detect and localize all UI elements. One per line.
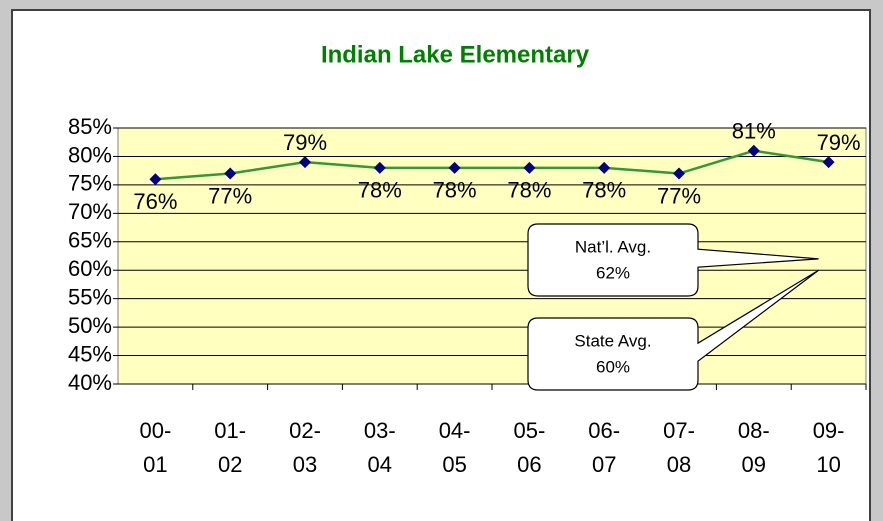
data-label: 79% (817, 130, 861, 155)
data-point (149, 173, 162, 186)
data-label: 76% (133, 189, 177, 214)
x-tick-line: 06 (517, 452, 541, 477)
x-tick-line: 08- (738, 418, 770, 443)
x-tick-line: 01 (143, 452, 167, 477)
callout-text: State Avg. (574, 331, 651, 350)
data-point (373, 161, 386, 174)
x-tick-line: 07- (663, 418, 695, 443)
x-tick-line: 01- (214, 418, 246, 443)
callout-value: 60% (596, 357, 630, 376)
callout (527, 269, 819, 391)
x-tick-label: 00-01 (140, 418, 172, 477)
x-tick-line: 10 (816, 452, 840, 477)
x-tick-label: 07-08 (663, 418, 695, 477)
x-tick-label: 08-09 (738, 418, 770, 477)
x-tick-label: 09-10 (813, 418, 845, 477)
data-point (673, 167, 685, 180)
x-tick-line: 04 (368, 452, 392, 477)
y-tick-label: 45% (68, 341, 112, 366)
data-point (448, 161, 461, 174)
data-point (224, 167, 237, 180)
x-tick-line: 03- (364, 418, 396, 443)
callout-value: 62% (596, 263, 630, 282)
y-tick-label: 70% (68, 199, 112, 224)
x-tick-line: 09 (742, 452, 766, 477)
x-tick-line: 06- (588, 418, 620, 443)
chart-title: Indian Lake Elementary (321, 41, 590, 68)
data-label: 78% (433, 178, 477, 203)
x-tick-label: 06-07 (588, 418, 620, 477)
x-tick-label: 04-05 (439, 418, 471, 477)
data-point (299, 156, 311, 169)
x-tick-line: 02 (218, 452, 242, 477)
x-tick-line: 07 (592, 452, 616, 477)
data-point (523, 161, 536, 174)
x-tick-label: 01-02 (214, 418, 246, 477)
y-tick-label: 65% (68, 228, 112, 253)
x-tick-label: 05-06 (514, 418, 546, 477)
data-label: 78% (582, 178, 626, 203)
y-tick-label: 50% (68, 313, 112, 338)
y-tick-label: 60% (68, 256, 112, 281)
x-tick-label: 03-04 (364, 418, 396, 477)
x-tick-line: 05 (442, 452, 466, 477)
y-tick-label: 55% (68, 284, 112, 309)
callout-text: Nat’l. Avg. (575, 237, 651, 256)
x-tick-line: 08 (667, 452, 691, 477)
data-label: 78% (358, 178, 402, 203)
data-point (598, 161, 611, 174)
y-tick-label: 85% (68, 114, 112, 139)
data-point (822, 156, 835, 169)
x-tick-line: 03 (293, 452, 317, 477)
data-point (747, 144, 760, 157)
x-tick-line: 04- (439, 418, 471, 443)
x-tick-line: 02- (289, 418, 321, 443)
y-tick-label: 75% (68, 171, 112, 196)
x-tick-line: 05- (514, 418, 546, 443)
x-tick-label: 02-03 (289, 418, 321, 477)
data-label: 79% (283, 130, 327, 155)
data-label: 78% (507, 178, 551, 203)
data-label: 77% (208, 183, 252, 208)
y-tick-label: 80% (68, 142, 112, 167)
callout (527, 223, 819, 297)
x-tick-line: 00- (140, 418, 172, 443)
data-label: 77% (657, 183, 701, 208)
data-label: 81% (732, 119, 776, 144)
y-tick-label: 40% (68, 370, 112, 395)
x-tick-line: 09- (813, 418, 845, 443)
series-line (155, 149, 829, 181)
